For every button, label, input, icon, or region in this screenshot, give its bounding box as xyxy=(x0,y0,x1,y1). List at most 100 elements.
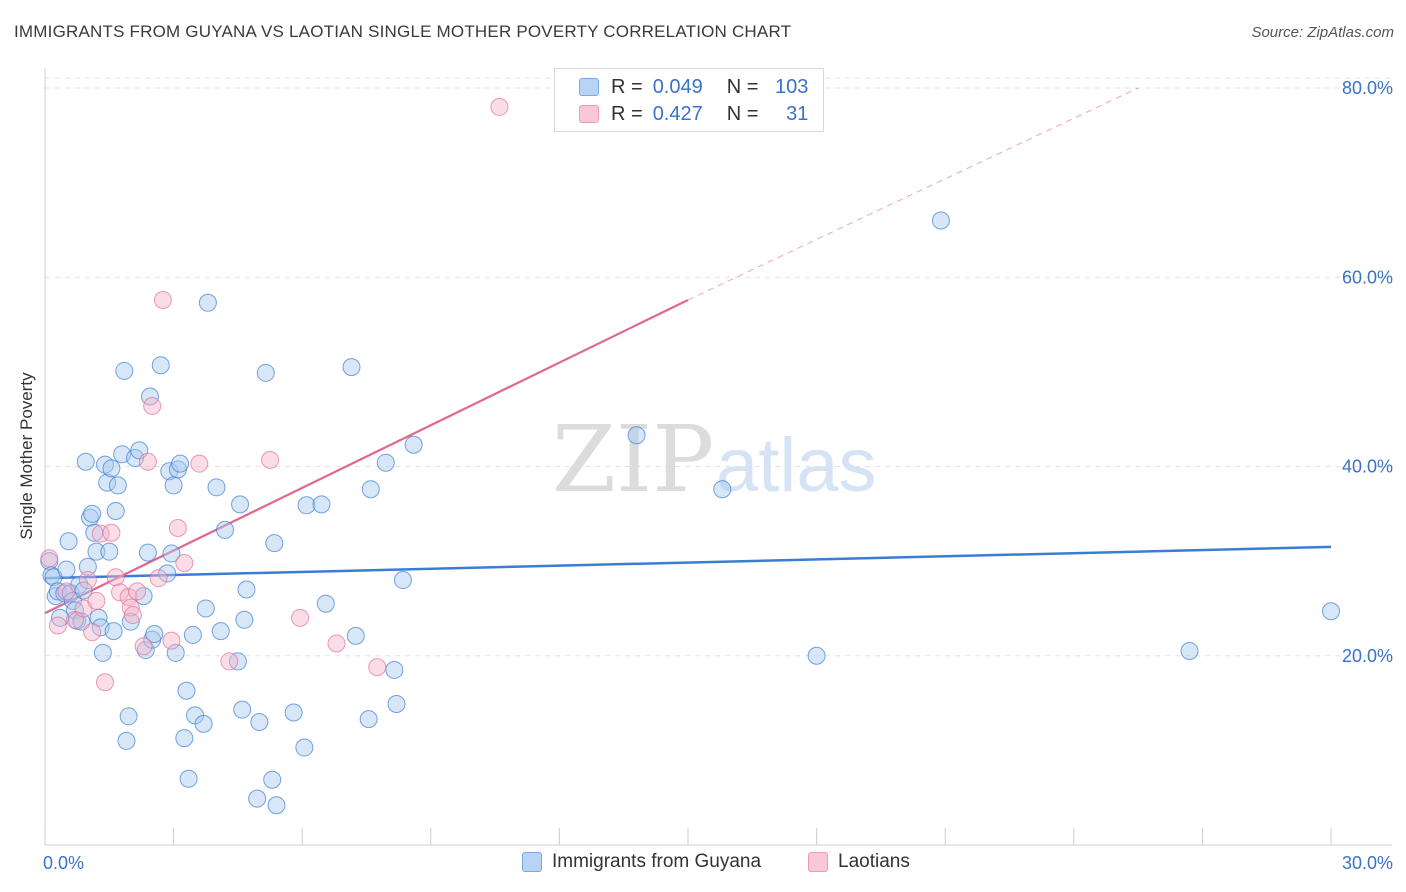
laotians-point xyxy=(490,97,509,116)
guyana-point xyxy=(216,520,235,539)
guyana-point xyxy=(183,625,202,644)
laotians-point xyxy=(134,637,153,656)
x-tick-label-min: 0.0% xyxy=(43,853,84,873)
guyana-point xyxy=(134,587,153,606)
guyana-point xyxy=(237,580,256,599)
y-tick-label: 60.0% xyxy=(1342,267,1393,287)
legend-r-label: R = xyxy=(611,102,643,125)
guyana-point xyxy=(194,714,213,733)
guyana-point xyxy=(713,480,732,499)
guyana-point xyxy=(106,501,125,520)
bottom-legend-laotians: Laotians xyxy=(808,851,910,873)
guyana-point xyxy=(196,599,215,618)
guyana-trend-line xyxy=(44,545,1332,580)
laotians-point xyxy=(291,608,310,627)
guyana-point xyxy=(102,459,121,478)
laotians-point xyxy=(123,606,142,625)
stats-legend: R = 0.049 N = 103 R = 0.427 N = 31 xyxy=(554,68,824,132)
guyana-point xyxy=(198,293,217,312)
legend-n-value-laotians: 31 xyxy=(786,102,809,125)
guyana-point xyxy=(627,426,646,445)
laotians-point xyxy=(102,523,121,542)
legend-swatch-guyana xyxy=(579,78,599,96)
guyana-point xyxy=(263,770,282,789)
tick-labels: 20.0% 40.0% 60.0% 80.0% 0.0% 30.0% xyxy=(43,78,1393,873)
guyana-point xyxy=(248,789,267,808)
laotians-point xyxy=(106,568,125,587)
axes xyxy=(44,68,1392,846)
guyana-point xyxy=(233,700,252,719)
guyana-point xyxy=(387,695,406,714)
watermark-atlas: atlas xyxy=(716,423,877,508)
guyana-point xyxy=(179,769,198,788)
laotians-point xyxy=(57,582,76,601)
laotians-point xyxy=(138,452,157,471)
legend-r-value-guyana: 0.049 xyxy=(652,75,703,98)
guyana-point xyxy=(385,660,404,679)
guyana-point xyxy=(404,435,423,454)
guyana-point xyxy=(121,612,140,631)
guyana-point xyxy=(93,643,112,662)
guyana-point xyxy=(256,363,275,382)
guyana-point xyxy=(312,495,331,514)
legend-n-label: N = xyxy=(726,75,759,98)
laotians-point xyxy=(327,634,346,653)
guyana-point xyxy=(267,796,286,815)
guyana-point xyxy=(100,542,119,561)
guyana-point xyxy=(83,504,102,523)
laotians-point xyxy=(175,554,194,573)
guyana-point xyxy=(342,358,361,377)
y-tick-label: 80.0% xyxy=(1342,78,1393,98)
guyana-point xyxy=(207,478,226,497)
laotians-point xyxy=(149,569,168,588)
guyana-point xyxy=(104,622,123,641)
bottom-legend-guyana: Immigrants from Guyana xyxy=(522,851,761,873)
laotians-point xyxy=(143,396,162,415)
guyana-point xyxy=(346,626,365,645)
y-axis-label: Single Mother Poverty xyxy=(17,372,36,540)
y-tick-label: 40.0% xyxy=(1342,457,1393,477)
legend-row-laotians: R = 0.427 N = 31 xyxy=(579,101,808,127)
data-points xyxy=(40,97,1340,815)
guyana-point xyxy=(51,608,70,627)
guyana-point xyxy=(117,731,136,750)
guyana-point xyxy=(361,480,380,499)
guyana-point xyxy=(250,712,269,731)
legend-n-label: N = xyxy=(726,102,759,125)
chart-title: IMMIGRANTS FROM GUYANA VS LAOTIAN SINGLE… xyxy=(14,22,792,41)
laotians-point xyxy=(83,623,102,642)
guyana-point xyxy=(98,473,117,492)
guyana-point xyxy=(164,476,183,495)
guyana-point xyxy=(231,495,250,514)
legend-r-value-laotians: 0.427 xyxy=(652,102,703,125)
guyana-point xyxy=(162,544,181,563)
legend-row-guyana: R = 0.049 N = 103 xyxy=(579,74,808,100)
laotians-point xyxy=(78,571,97,590)
source-label: Source: ZipAtlas.com xyxy=(1251,24,1394,41)
guyana-point xyxy=(171,454,190,473)
guyana-point xyxy=(316,594,335,613)
guyana-point xyxy=(115,361,134,380)
bottom-legend-label-laotians: Laotians xyxy=(838,851,910,872)
guyana-point xyxy=(393,571,412,590)
laotians-point xyxy=(261,450,280,469)
guyana-point xyxy=(76,452,95,471)
laotians-trend-line xyxy=(44,298,689,615)
guyana-point xyxy=(931,211,950,230)
laotians-point xyxy=(168,519,187,538)
laotians-point xyxy=(162,631,181,650)
x-tick-label-max: 30.0% xyxy=(1342,853,1393,873)
laotians-point xyxy=(40,549,59,568)
legend-swatch-laotians xyxy=(579,105,599,123)
guyana-point xyxy=(295,738,314,757)
laotians-point xyxy=(87,591,106,610)
grid-lines xyxy=(45,77,1392,657)
guyana-point xyxy=(138,543,157,562)
guyana-point xyxy=(108,476,127,495)
guyana-point xyxy=(175,729,194,748)
laotians-point xyxy=(368,658,387,677)
laotians-point xyxy=(153,290,172,309)
guyana-point xyxy=(359,710,378,729)
guyana-point xyxy=(211,622,230,641)
guyana-point xyxy=(158,564,177,583)
